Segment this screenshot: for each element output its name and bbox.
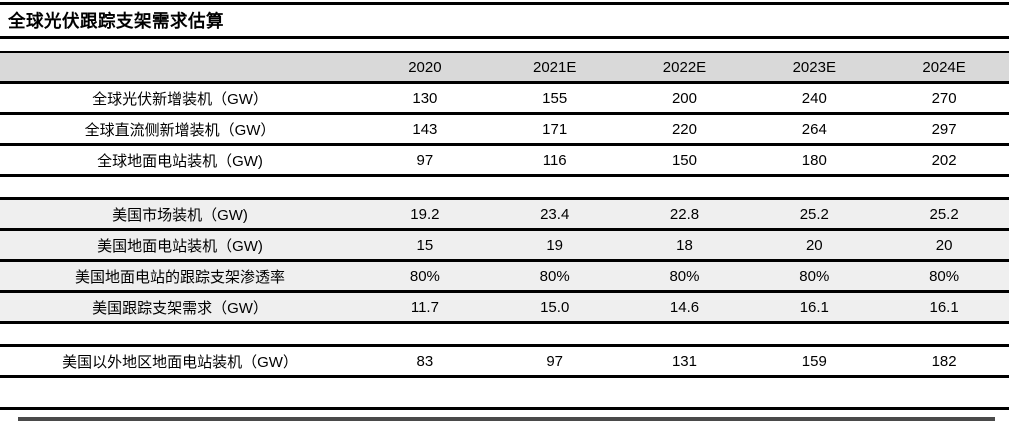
cell-value: 80% bbox=[799, 267, 830, 285]
row-label: 美国地面电站的跟踪支架渗透率 bbox=[74, 268, 285, 286]
cell-value: 97 bbox=[416, 151, 434, 169]
row-label: 美国以外地区地面电站装机（GW） bbox=[62, 353, 298, 371]
cell-value: 16.1 bbox=[799, 298, 829, 316]
row-label: 全球直流侧新增装机（GW） bbox=[84, 121, 276, 139]
cell-value: 80% bbox=[409, 267, 440, 285]
cell-value: 97 bbox=[546, 352, 564, 370]
cell-value: 16.1 bbox=[929, 298, 959, 316]
cell-value: 143 bbox=[412, 120, 438, 138]
section-spacer bbox=[0, 324, 1009, 344]
demand-table: 2020 2021E 2022E 2023E 2024E 全球光伏新增装机（GW） 130 1… bbox=[0, 51, 1009, 378]
bottom-gray-bar bbox=[18, 417, 995, 421]
cell-value: 80% bbox=[929, 267, 960, 285]
cell-value: 15 bbox=[416, 236, 434, 254]
cell-value: 180 bbox=[801, 151, 827, 169]
table-row: 美国地面电站的跟踪支架渗透率 80% 80% 80% 80% 80% bbox=[0, 262, 1009, 293]
cell-value: 159 bbox=[801, 352, 827, 370]
column-header: 2023E bbox=[792, 58, 836, 76]
row-label: 美国跟踪支架需求（GW） bbox=[92, 299, 268, 317]
cell-value: 116 bbox=[542, 151, 567, 169]
cell-value: 14.6 bbox=[669, 298, 700, 316]
table-row: 美国跟踪支架需求（GW） 11.7 15.0 14.6 16.1 16.1 bbox=[0, 293, 1009, 324]
table-title: 全球光伏跟踪支架需求估算 bbox=[0, 2, 1009, 39]
table-row: 美国市场装机（GW) 19.2 23.4 22.8 25.2 25.2 bbox=[0, 197, 1009, 231]
cell-value: 200 bbox=[671, 89, 697, 107]
cell-value: 80% bbox=[539, 267, 570, 285]
table-row: 全球直流侧新增装机（GW） 143 171 220 264 297 bbox=[0, 115, 1009, 146]
cell-value: 150 bbox=[671, 151, 697, 169]
title-table-gap bbox=[0, 39, 1009, 51]
row-label: 全球光伏新增装机（GW） bbox=[92, 90, 268, 108]
cell-value: 80% bbox=[669, 267, 700, 285]
row-label: 全球地面电站装机（GW) bbox=[97, 152, 263, 170]
cell-value: 23.4 bbox=[540, 205, 570, 223]
cell-value: 155 bbox=[542, 89, 568, 107]
table-header-row: 2020 2021E 2022E 2023E 2024E bbox=[0, 51, 1009, 84]
cell-value: 25.2 bbox=[799, 205, 829, 223]
column-header: 2021E bbox=[533, 58, 577, 76]
cell-value: 22.8 bbox=[669, 205, 700, 223]
table-row: 美国以外地区地面电站装机（GW） 83 97 131 159 182 bbox=[0, 344, 1009, 378]
cell-value: 182 bbox=[931, 352, 957, 370]
section-spacer bbox=[0, 177, 1009, 197]
cell-value: 202 bbox=[931, 151, 957, 169]
cell-value: 18 bbox=[676, 236, 693, 254]
bottom-gap bbox=[0, 410, 1009, 417]
table-row: 美国地面电站装机（GW) 15 19 18 20 20 bbox=[0, 231, 1009, 262]
cell-value: 270 bbox=[931, 89, 957, 107]
cell-value: 264 bbox=[801, 120, 827, 138]
cell-value: 131 bbox=[671, 352, 697, 370]
cell-value: 83 bbox=[416, 352, 434, 370]
cell-value: 19.2 bbox=[410, 205, 440, 223]
cell-value: 11.7 bbox=[410, 298, 439, 316]
table-row: 全球光伏新增装机（GW） 130 155 200 240 270 bbox=[0, 84, 1009, 115]
cell-value: 220 bbox=[671, 120, 697, 138]
cell-value: 25.2 bbox=[929, 205, 959, 223]
cell-value: 20 bbox=[805, 236, 823, 254]
cell-value: 15.0 bbox=[540, 298, 570, 316]
row-label: 美国地面电站装机（GW) bbox=[97, 237, 263, 255]
table-row: 全球地面电站装机（GW) 97 116 150 180 202 bbox=[0, 146, 1009, 177]
cell-value: 20 bbox=[935, 236, 953, 254]
cell-value: 19 bbox=[546, 236, 564, 254]
cell-value: 130 bbox=[412, 89, 438, 107]
column-header: 2022E bbox=[662, 58, 707, 76]
cell-value: 240 bbox=[801, 89, 827, 107]
column-header: 2020 bbox=[408, 58, 442, 76]
row-label: 美国市场装机（GW) bbox=[112, 206, 248, 224]
bottom-border-line bbox=[0, 407, 1009, 410]
cell-value: 171 bbox=[542, 120, 568, 138]
column-header: 2024E bbox=[922, 58, 966, 76]
tail-gap bbox=[0, 378, 1009, 407]
cell-value: 297 bbox=[931, 120, 957, 138]
